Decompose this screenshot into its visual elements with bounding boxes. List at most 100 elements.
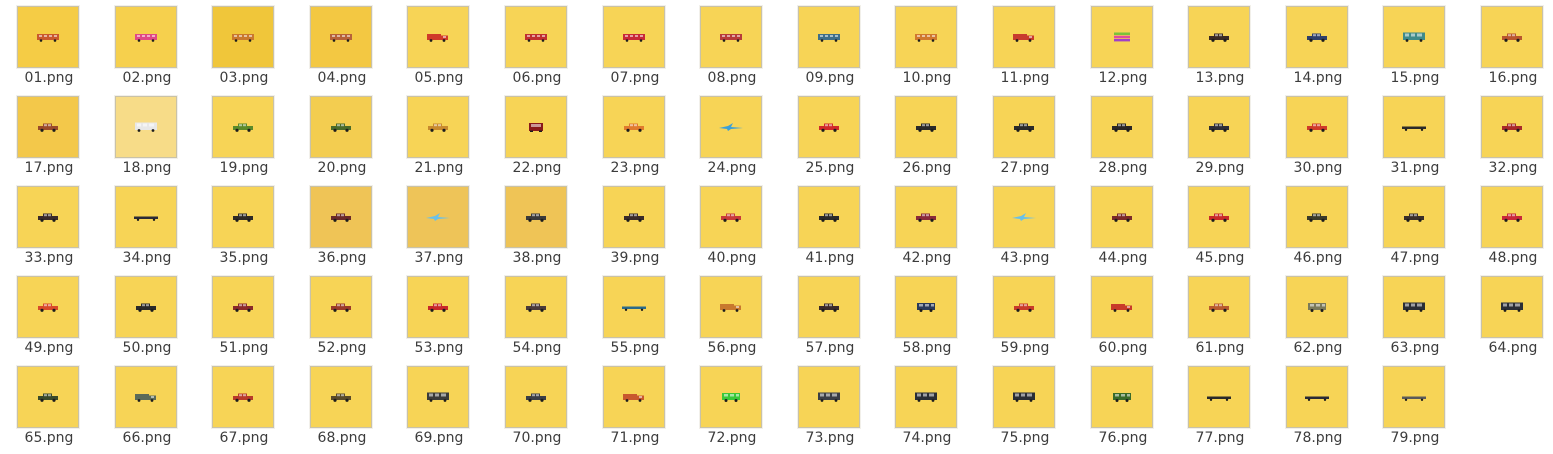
thumbnail[interactable] (1188, 186, 1250, 248)
file-item-08[interactable]: 08.png (684, 2, 780, 88)
file-name[interactable]: 70.png (512, 430, 562, 446)
file-item-70[interactable]: 70.png (489, 362, 585, 448)
thumbnail[interactable] (798, 96, 860, 158)
thumbnail[interactable] (603, 276, 665, 338)
file-name[interactable]: 58.png (902, 340, 952, 356)
thumbnail[interactable] (798, 6, 860, 68)
file-item-56[interactable]: 56.png (684, 272, 780, 358)
file-name[interactable]: 15.png (1390, 70, 1440, 86)
file-item-31[interactable]: 31.png (1367, 92, 1463, 178)
file-item-51[interactable]: 51.png (196, 272, 292, 358)
thumbnail[interactable] (895, 276, 957, 338)
file-name[interactable]: 79.png (1390, 430, 1440, 446)
file-item-74[interactable]: 74.png (879, 362, 975, 448)
file-name[interactable]: 19.png (219, 160, 269, 176)
file-item-48[interactable]: 48.png (1465, 182, 1553, 268)
file-name[interactable]: 18.png (122, 160, 172, 176)
thumbnail[interactable] (603, 366, 665, 428)
thumbnail[interactable] (505, 186, 567, 248)
file-name[interactable]: 10.png (902, 70, 952, 86)
thumbnail[interactable] (212, 6, 274, 68)
file-name[interactable]: 29.png (1195, 160, 1245, 176)
file-name[interactable]: 59.png (1000, 340, 1050, 356)
file-name[interactable]: 21.png (414, 160, 464, 176)
file-item-25[interactable]: 25.png (782, 92, 878, 178)
file-name[interactable]: 22.png (512, 160, 562, 176)
file-item-52[interactable]: 52.png (294, 272, 390, 358)
file-name[interactable]: 35.png (219, 250, 269, 266)
file-name[interactable]: 02.png (122, 70, 172, 86)
file-name[interactable]: 36.png (317, 250, 367, 266)
file-name[interactable]: 27.png (1000, 160, 1050, 176)
file-item-41[interactable]: 41.png (782, 182, 878, 268)
file-item-75[interactable]: 75.png (977, 362, 1073, 448)
file-item-67[interactable]: 67.png (196, 362, 292, 448)
file-name[interactable]: 63.png (1390, 340, 1440, 356)
file-item-01[interactable]: 01.png (1, 2, 97, 88)
file-item-76[interactable]: 76.png (1075, 362, 1171, 448)
thumbnail[interactable] (700, 96, 762, 158)
thumbnail[interactable] (212, 186, 274, 248)
file-item-46[interactable]: 46.png (1270, 182, 1366, 268)
file-item-02[interactable]: 02.png (99, 2, 195, 88)
file-name[interactable]: 05.png (414, 70, 464, 86)
thumbnail[interactable] (1188, 366, 1250, 428)
thumbnail[interactable] (407, 6, 469, 68)
file-name[interactable]: 51.png (219, 340, 269, 356)
file-item-22[interactable]: 22.png (489, 92, 585, 178)
thumbnail[interactable] (1481, 186, 1543, 248)
file-item-60[interactable]: 60.png (1075, 272, 1171, 358)
file-name[interactable]: 03.png (219, 70, 269, 86)
file-item-12[interactable]: 12.png (1075, 2, 1171, 88)
thumbnail[interactable] (1383, 276, 1445, 338)
thumbnail[interactable] (603, 6, 665, 68)
file-item-69[interactable]: 69.png (391, 362, 487, 448)
file-item-73[interactable]: 73.png (782, 362, 878, 448)
thumbnail[interactable] (895, 96, 957, 158)
thumbnail[interactable] (895, 366, 957, 428)
file-name[interactable]: 69.png (414, 430, 464, 446)
thumbnail[interactable] (798, 366, 860, 428)
file-item-14[interactable]: 14.png (1270, 2, 1366, 88)
file-name[interactable]: 14.png (1293, 70, 1343, 86)
file-item-71[interactable]: 71.png (587, 362, 683, 448)
thumbnail[interactable] (1286, 6, 1348, 68)
file-name[interactable]: 31.png (1390, 160, 1440, 176)
thumbnail[interactable] (1188, 6, 1250, 68)
thumbnail[interactable] (1091, 366, 1153, 428)
thumbnail[interactable] (993, 186, 1055, 248)
file-item-23[interactable]: 23.png (587, 92, 683, 178)
file-item-50[interactable]: 50.png (99, 272, 195, 358)
file-item-49[interactable]: 49.png (1, 272, 97, 358)
file-item-10[interactable]: 10.png (879, 2, 975, 88)
thumbnail[interactable] (17, 276, 79, 338)
file-name[interactable]: 72.png (707, 430, 757, 446)
file-name[interactable]: 55.png (610, 340, 660, 356)
file-item-57[interactable]: 57.png (782, 272, 878, 358)
file-name[interactable]: 11.png (1000, 70, 1050, 86)
file-item-03[interactable]: 03.png (196, 2, 292, 88)
file-item-42[interactable]: 42.png (879, 182, 975, 268)
thumbnail[interactable] (1383, 186, 1445, 248)
file-item-33[interactable]: 33.png (1, 182, 97, 268)
thumbnail[interactable] (1091, 276, 1153, 338)
file-item-09[interactable]: 09.png (782, 2, 878, 88)
file-name[interactable]: 65.png (24, 430, 74, 446)
file-name[interactable]: 39.png (610, 250, 660, 266)
file-name[interactable]: 52.png (317, 340, 367, 356)
file-item-62[interactable]: 62.png (1270, 272, 1366, 358)
file-item-79[interactable]: 79.png (1367, 362, 1463, 448)
thumbnail[interactable] (700, 186, 762, 248)
thumbnail[interactable] (1286, 276, 1348, 338)
file-name[interactable]: 64.png (1488, 340, 1538, 356)
file-name[interactable]: 61.png (1195, 340, 1245, 356)
file-name[interactable]: 73.png (805, 430, 855, 446)
file-name[interactable]: 30.png (1293, 160, 1343, 176)
file-name[interactable]: 24.png (707, 160, 757, 176)
file-item-63[interactable]: 63.png (1367, 272, 1463, 358)
file-item-44[interactable]: 44.png (1075, 182, 1171, 268)
file-name[interactable]: 25.png (805, 160, 855, 176)
file-item-26[interactable]: 26.png (879, 92, 975, 178)
file-name[interactable]: 45.png (1195, 250, 1245, 266)
thumbnail[interactable] (407, 276, 469, 338)
